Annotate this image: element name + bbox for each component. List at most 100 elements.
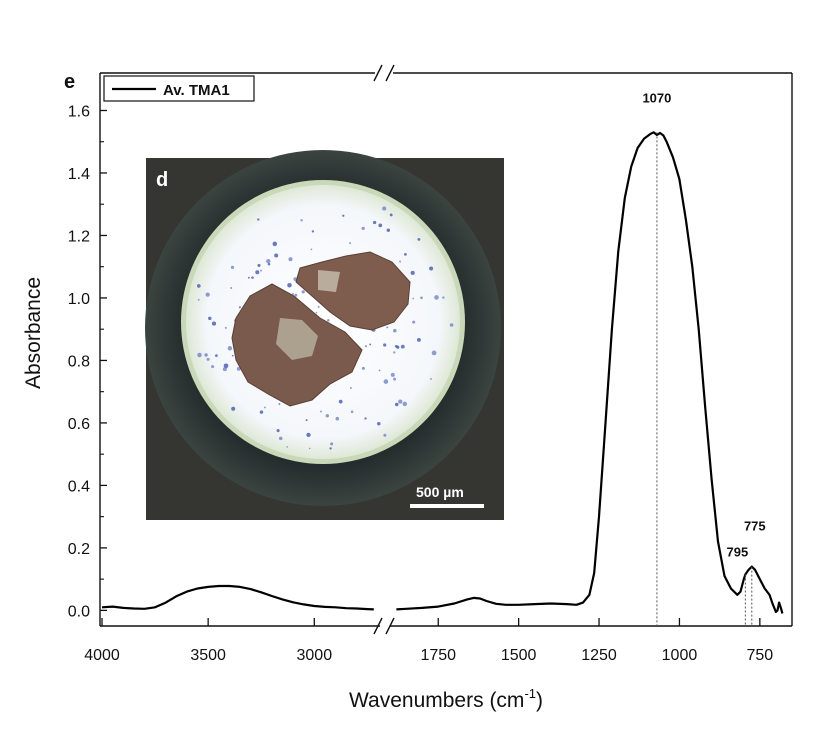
inset-speck — [342, 214, 345, 217]
x-axis-title-superscript: -1 — [524, 686, 536, 701]
inset-speck — [430, 377, 432, 380]
inset-speck — [247, 276, 250, 279]
inset-speck — [398, 399, 403, 404]
inset-speck — [259, 410, 264, 414]
inset-speck — [393, 328, 397, 333]
inset-speck — [238, 306, 241, 309]
inset-speck — [310, 248, 313, 251]
inset-speck — [197, 352, 202, 358]
inset-speck — [386, 326, 389, 329]
inset-speck — [400, 344, 405, 349]
inset-speck — [364, 345, 367, 348]
inset-speck — [449, 323, 454, 327]
inset-speck — [205, 292, 210, 297]
inset-speck — [308, 447, 311, 450]
y-tick-label: 1.6 — [68, 103, 90, 120]
axis-ticks — [100, 109, 761, 626]
inset-speck — [230, 265, 235, 269]
inset-speck — [389, 213, 393, 217]
curve-layer — [101, 131, 784, 614]
inset-speck — [320, 410, 322, 413]
x-tick-label: 750 — [746, 647, 773, 664]
inset-speck — [292, 293, 294, 295]
inset-speck — [434, 295, 439, 300]
inset-speck — [325, 414, 330, 418]
inset-speck — [410, 270, 415, 275]
y-tick-label: 1.2 — [68, 228, 90, 245]
inset-speck — [206, 357, 210, 361]
inset-scale-bar — [410, 504, 484, 508]
inset-speck — [383, 343, 387, 347]
inset-speck — [257, 263, 261, 267]
inset-speck — [350, 410, 354, 414]
inset-speck — [208, 316, 212, 321]
inset-speck — [402, 401, 408, 407]
inset-speck — [196, 284, 201, 288]
peak-annotations: 1070 795 775 — [642, 90, 766, 626]
inset-speck — [274, 253, 279, 258]
inset-speck — [335, 416, 340, 421]
inset-speck — [306, 432, 311, 438]
x-tick-label: 1500 — [501, 647, 537, 664]
legend: Av. TMA1 — [103, 75, 255, 102]
inset-speck — [301, 290, 305, 294]
inset-speck — [394, 344, 398, 348]
axis-break-mark-bottom-1 — [373, 617, 383, 635]
x-tick-label: 1000 — [662, 647, 698, 664]
inset-speck — [317, 305, 320, 308]
inset-speck — [390, 372, 395, 377]
inset-micrograph: d 500 µm — [145, 150, 504, 520]
y-tick-label: 0.0 — [68, 603, 90, 620]
axes — [99, 64, 793, 635]
inset-speck — [372, 220, 377, 225]
x-axis-title-end: ) — [536, 689, 543, 712]
inset-speck — [420, 296, 423, 300]
inset-speck — [231, 354, 234, 357]
legend-entry: Av. TMA1 — [163, 82, 230, 99]
inset-speck — [278, 436, 283, 441]
inset-speck — [377, 421, 381, 426]
inset-speck — [386, 228, 391, 232]
inset-speck — [382, 206, 387, 211]
x-tick-label: 4000 — [84, 647, 120, 664]
inset-speck — [215, 354, 218, 357]
inset-speck — [349, 242, 352, 245]
inset-speck — [378, 369, 381, 372]
peak-label: 795 — [727, 544, 749, 559]
inset-speck — [393, 377, 397, 381]
spectrum-line-segment — [396, 131, 784, 614]
inset-speck — [251, 276, 254, 279]
inset-speck — [288, 257, 293, 262]
inset-speck — [442, 296, 445, 299]
inset-speck — [211, 365, 215, 369]
inset-panel-label: d — [156, 169, 168, 191]
inset-speck — [287, 282, 292, 288]
inset-speck — [350, 387, 352, 389]
y-axis-title: Absorbance — [22, 277, 45, 389]
y-tick-label: 0.2 — [68, 541, 90, 558]
inset-speck — [223, 363, 229, 369]
inset-speck — [260, 269, 262, 272]
inset-speck — [197, 298, 200, 301]
inset-speck — [272, 241, 278, 247]
y-tick-label: 0.6 — [68, 416, 90, 433]
inset-speck — [294, 293, 298, 297]
panel-label: e — [64, 71, 75, 93]
inset-speck — [338, 399, 343, 404]
inset-speck — [361, 366, 365, 370]
y-tick-label: 0.4 — [68, 478, 90, 495]
x-tick-label: 1250 — [581, 647, 617, 664]
y-tick-label: 0.8 — [68, 353, 90, 370]
x-axis-title: Wavenumbers (cm-1) — [349, 686, 543, 712]
inset-speck — [311, 230, 315, 233]
inset-speck — [224, 326, 227, 329]
axis-break-mark-top-2 — [385, 64, 395, 82]
inset-speck — [231, 406, 236, 411]
inset-speck — [305, 419, 308, 422]
inset-scale-bar-label: 500 µm — [416, 484, 464, 500]
inset-speck — [276, 429, 280, 433]
inset-speck — [230, 287, 233, 289]
inset-speck — [211, 321, 217, 326]
inset-speck — [330, 442, 334, 446]
inset-speck — [329, 447, 332, 450]
